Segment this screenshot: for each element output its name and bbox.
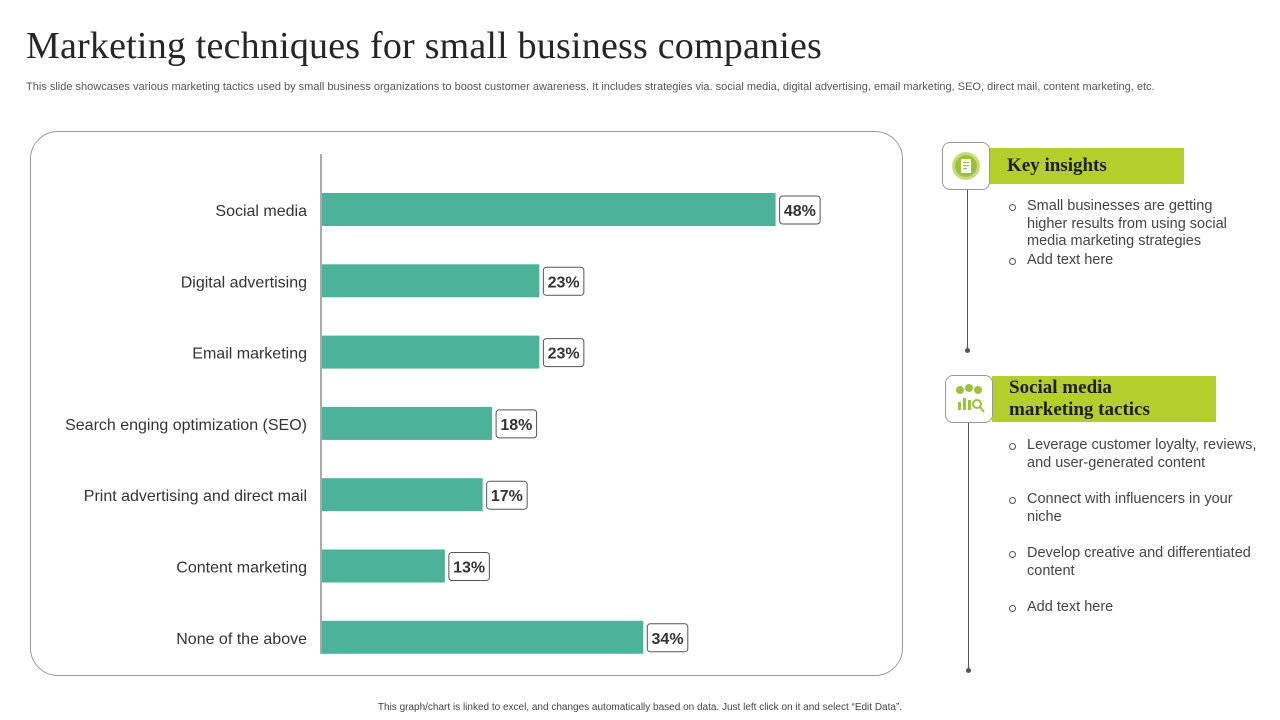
social-tactics-title: Social media marketing tactics bbox=[1009, 377, 1150, 420]
value-label: 23% bbox=[548, 346, 580, 363]
list-item: Leverage customer loyalty, reviews, and … bbox=[1009, 437, 1257, 472]
page-title: Marketing techniques for small business … bbox=[26, 25, 823, 67]
page-subtitle: This slide showcases various marketing t… bbox=[26, 81, 1155, 93]
social-tactics-header: Social media marketing tactics bbox=[992, 376, 1216, 422]
list-item: Add text here bbox=[1009, 252, 1254, 270]
key-insights-header: Key insights bbox=[990, 148, 1184, 184]
value-label-box bbox=[486, 480, 528, 510]
value-label: 13% bbox=[453, 560, 485, 577]
list-item: Develop creative and differentiated cont… bbox=[1009, 545, 1257, 580]
bar bbox=[322, 264, 540, 298]
value-label-box bbox=[542, 266, 585, 296]
key-insights-timeline-end bbox=[965, 348, 970, 353]
list-item: Small businesses are getting higher resu… bbox=[1009, 198, 1254, 251]
category-label: Search enging optimization (SEO) bbox=[65, 417, 307, 434]
value-label-box bbox=[448, 552, 490, 581]
value-label-box bbox=[646, 623, 689, 653]
social-tactics-timeline-end bbox=[966, 668, 971, 673]
list-item: Add text here bbox=[1009, 599, 1257, 617]
bar bbox=[322, 620, 644, 654]
social-tactics-list: Leverage customer loyalty, reviews, and … bbox=[1009, 437, 1257, 617]
value-label-box bbox=[779, 195, 821, 225]
category-label: None of the above bbox=[176, 631, 307, 648]
category-label: Content marketing bbox=[176, 560, 307, 577]
value-label: 23% bbox=[548, 274, 580, 291]
list-item: Connect with influencers in your niche bbox=[1009, 491, 1257, 526]
key-insights-title: Key insights bbox=[1007, 155, 1107, 176]
bar bbox=[322, 193, 776, 226]
category-label: Print advertising and direct mail bbox=[84, 488, 307, 505]
bar bbox=[322, 406, 493, 440]
bar bbox=[322, 478, 483, 512]
value-label: 17% bbox=[491, 488, 523, 505]
value-label-box bbox=[542, 338, 585, 368]
category-label: Social media bbox=[215, 203, 307, 220]
value-label: 34% bbox=[652, 631, 684, 648]
key-insights-icon-box bbox=[942, 142, 990, 190]
key-insights-timeline bbox=[967, 188, 968, 350]
chart-container: Social media 48% Digital advertising 23% Ema… bbox=[30, 131, 903, 676]
value-label: 18% bbox=[500, 417, 532, 434]
footer-note: This graph/chart is linked to excel, and… bbox=[377, 702, 903, 713]
value-label: 48% bbox=[784, 203, 816, 220]
document-icon bbox=[952, 152, 980, 180]
key-insights-list: Small businesses are getting higher resu… bbox=[1009, 198, 1254, 269]
value-label-box bbox=[495, 409, 538, 439]
bar-chart: Social media 48% Digital advertising 23% Ema… bbox=[65, 154, 821, 654]
analytics-icon bbox=[956, 384, 985, 413]
social-tactics-timeline bbox=[968, 422, 969, 670]
category-label: Email marketing bbox=[192, 346, 307, 363]
category-label: Digital advertising bbox=[181, 274, 307, 291]
bar bbox=[322, 549, 445, 583]
social-tactics-icon-box bbox=[945, 375, 993, 423]
bar bbox=[322, 335, 540, 369]
